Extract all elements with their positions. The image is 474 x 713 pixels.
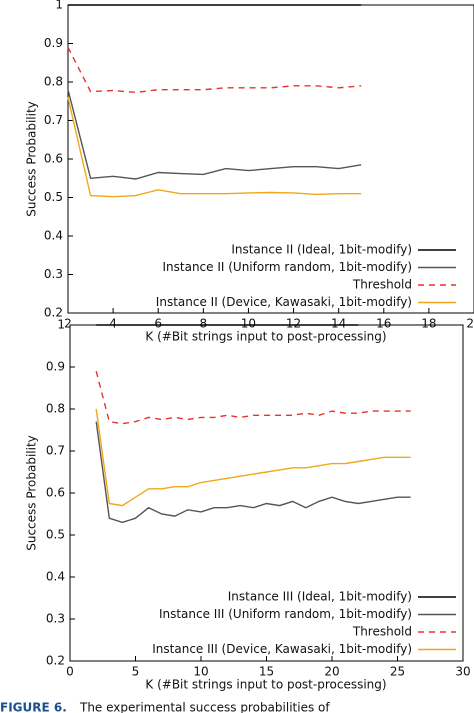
y-axis-label: Success Probability [25, 101, 39, 217]
y-tick-label: 0.9 [46, 360, 65, 374]
y-tick-label: 0.4 [44, 229, 63, 243]
series-line [95, 408, 411, 507]
x-tick-label: 14 [331, 317, 346, 331]
series-line [67, 47, 362, 94]
x-tick-label: 10 [193, 665, 208, 679]
x-axis-label: K (#Bit strings input to post-processing… [145, 678, 386, 692]
x-tick-label: 12 [286, 317, 301, 331]
x-tick-label: 15 [259, 665, 274, 679]
y-tick-label: 0.3 [44, 267, 63, 281]
y-tick-label: 0.6 [44, 152, 63, 166]
x-tick-label: 5 [132, 665, 140, 679]
y-tick-label: 0.5 [44, 190, 63, 204]
x-tick-label: 30 [455, 665, 470, 679]
x-axis-label: K (#Bit strings input to post-processing… [145, 330, 386, 344]
x-tick-label: 25 [390, 665, 405, 679]
series-line [67, 97, 362, 198]
y-tick-label: 1 [55, 0, 63, 12]
y-tick-label: 0.2 [46, 654, 65, 668]
y-tick-label: 0.2 [44, 306, 63, 320]
y-tick-label: 0.7 [46, 444, 65, 458]
legend-label: Threshold [352, 278, 412, 292]
x-tick-label: 8 [200, 317, 208, 331]
y-tick-label: 1 [57, 318, 65, 332]
legend-label: Instance III (Device, Kawasaki, 1bit-mod… [152, 642, 412, 656]
y-tick-label: 0.7 [44, 113, 63, 127]
y-tick-label: 0.5 [46, 528, 65, 542]
legend-label: Instance II (Device, Kawasaki, 1bit-modi… [156, 295, 412, 309]
legend-label: Instance II (Uniform random, 1bit-modify… [162, 260, 412, 274]
y-tick-label: 0.3 [46, 612, 65, 626]
x-tick-label: 10 [241, 317, 256, 331]
caption-label: FIGURE 6. [0, 701, 67, 713]
x-tick-label: 6 [154, 317, 162, 331]
series-line [95, 371, 411, 425]
legend-label: Instance III (Uniform random, 1bit-modif… [159, 607, 412, 621]
y-axis-label: Success Probability [25, 435, 39, 551]
x-tick-label: 2 [64, 317, 72, 331]
x-tick-label: 18 [421, 317, 436, 331]
x-tick-label: 4 [109, 317, 117, 331]
x-tick-label: 16 [376, 317, 391, 331]
legend-label: Instance III (Ideal, 1bit-modify) [228, 590, 412, 604]
series-line [67, 89, 362, 180]
y-tick-label: 0.8 [44, 75, 63, 89]
series-line [95, 421, 411, 524]
legend-label: Instance II (Ideal, 1bit-modify) [231, 243, 412, 257]
y-tick-label: 0.8 [46, 402, 65, 416]
x-tick-label: 0 [66, 665, 74, 679]
x-tick-label: 20 [466, 317, 474, 331]
y-tick-label: 0.9 [44, 36, 63, 50]
y-tick-label: 0.6 [46, 486, 65, 500]
legend-label: Threshold [352, 625, 412, 639]
caption-text: The experimental success probabilities o… [79, 701, 330, 713]
x-tick-label: 20 [324, 665, 339, 679]
y-tick-label: 0.4 [46, 570, 65, 584]
